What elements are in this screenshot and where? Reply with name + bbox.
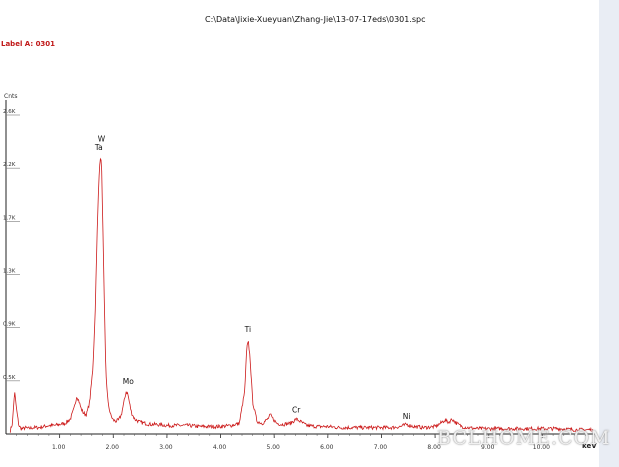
x-tick-label: 1.00 bbox=[52, 444, 66, 451]
element-label-mo: Mo bbox=[123, 377, 134, 386]
y-tick-label: 1.7K bbox=[3, 215, 16, 221]
y-tick-label: 0.5K bbox=[3, 375, 16, 381]
element-label-w: W bbox=[98, 135, 106, 144]
chart-axes: Cnts keV bbox=[4, 93, 597, 450]
x-axis-label: keV bbox=[582, 442, 597, 450]
file-path-title: C:\Data\Jixie-Xueyuan\Zhang-Jie\13-07-17… bbox=[205, 15, 426, 24]
element-labels: WTa Mo Ti Cr Ni bbox=[94, 135, 411, 422]
element-label-cr: Cr bbox=[292, 406, 301, 415]
x-tick-label: 6.00 bbox=[320, 444, 334, 451]
y-tick-label: 0.9K bbox=[3, 322, 16, 328]
element-label-ta: Ta bbox=[94, 143, 103, 152]
y-tick-label: 2.6K bbox=[3, 109, 16, 115]
y-tick-label: 2.2K bbox=[3, 162, 16, 168]
eds-spectrum-chart: Cnts keV 0.5K 0.9K 1.3K 1.7K 2.2K 2.6K 1.00 2.0… bbox=[3, 93, 597, 451]
x-tick-label: 7.00 bbox=[374, 444, 388, 451]
y-tick-label: 1.3K bbox=[3, 269, 16, 275]
element-label-ti: Ti bbox=[244, 325, 251, 334]
x-tick-label: 5.00 bbox=[267, 444, 281, 451]
x-tick-label: 10.00 bbox=[533, 444, 550, 451]
x-tick-label: 8.00 bbox=[427, 444, 441, 451]
y-axis-label: Cnts bbox=[4, 93, 17, 100]
x-axis-ticks: 1.00 2.00 3.00 4.00 5.00 6.00 7.00 8.00 9.00 10.0… bbox=[16, 434, 597, 451]
y-axis-ticks: 0.5K 0.9K 1.3K 1.7K 2.2K 2.6K bbox=[3, 109, 20, 382]
watermark: BCLHOME.COM bbox=[437, 427, 611, 449]
x-tick-label: 3.00 bbox=[159, 444, 173, 451]
right-scroll-strip bbox=[599, 0, 619, 467]
element-label-ni: Ni bbox=[403, 412, 411, 421]
x-tick-label: 2.00 bbox=[106, 444, 120, 451]
spectrum-series bbox=[9, 157, 594, 433]
spectrum-line bbox=[9, 157, 594, 433]
x-tick-label: 4.00 bbox=[213, 444, 227, 451]
spectrum-label: Label A: 0301 bbox=[1, 40, 56, 48]
x-tick-label: 9.00 bbox=[481, 444, 495, 451]
